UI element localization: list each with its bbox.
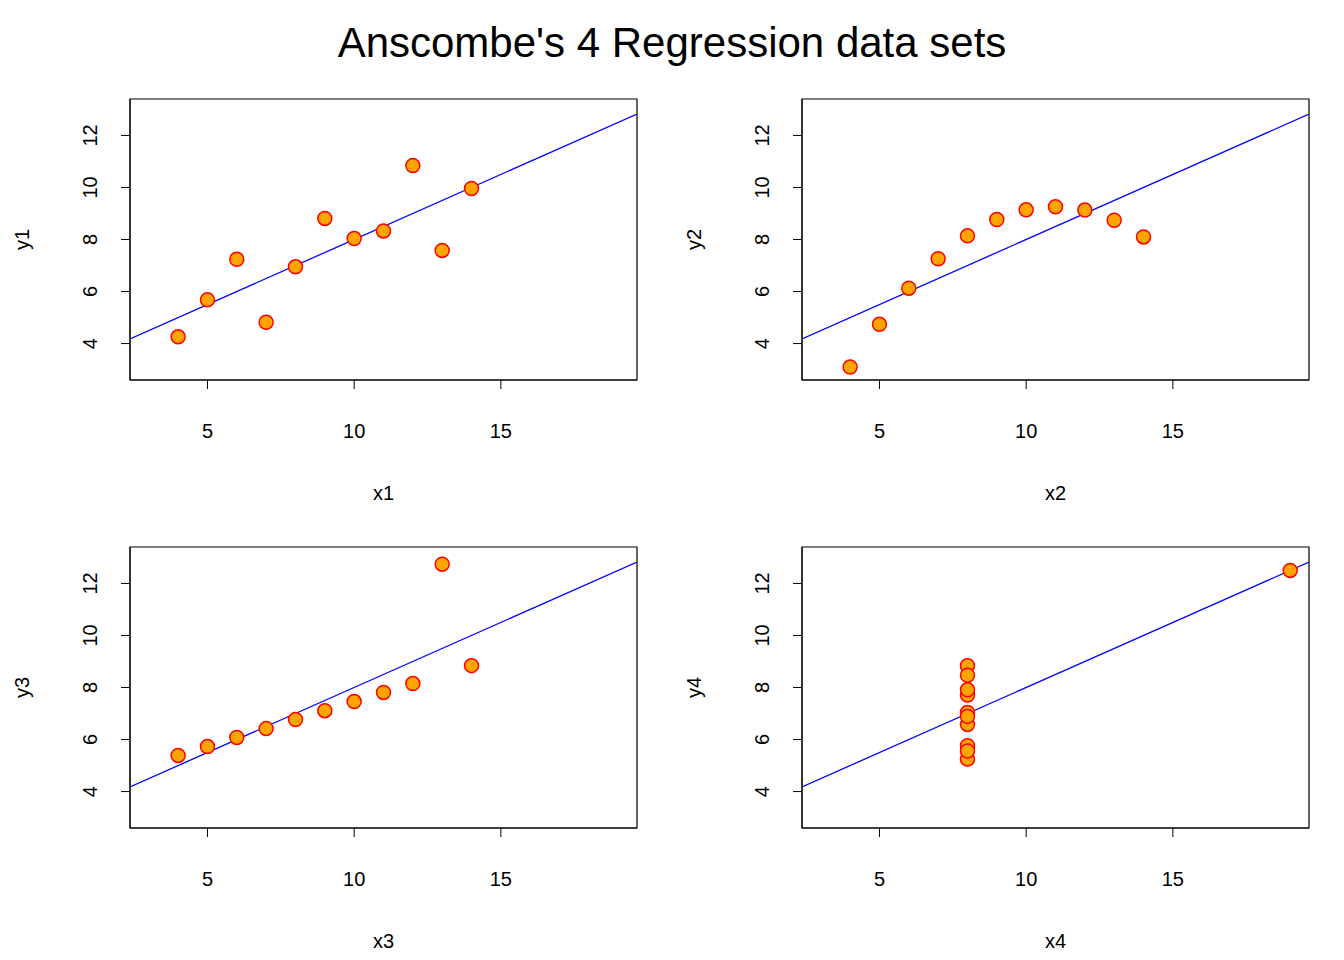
svg-text:5: 5 [202,420,213,442]
svg-text:10: 10 [79,624,101,646]
svg-text:12: 12 [79,124,101,146]
svg-text:15: 15 [490,420,512,442]
svg-text:x1: x1 [373,482,394,504]
svg-text:x4: x4 [1045,930,1066,952]
svg-text:15: 15 [490,868,512,890]
svg-text:6: 6 [751,286,773,297]
svg-text:8: 8 [79,234,101,245]
svg-text:x2: x2 [1045,482,1066,504]
svg-text:y3: y3 [11,677,33,698]
svg-text:6: 6 [79,734,101,745]
svg-text:5: 5 [202,868,213,890]
svg-text:12: 12 [751,124,773,146]
svg-text:10: 10 [751,624,773,646]
svg-text:y2: y2 [683,229,705,250]
svg-text:10: 10 [751,176,773,198]
svg-text:x3: x3 [373,930,394,952]
svg-text:8: 8 [751,682,773,693]
svg-text:8: 8 [751,234,773,245]
svg-text:5: 5 [874,420,885,442]
svg-text:5: 5 [874,868,885,890]
svg-text:10: 10 [343,420,365,442]
svg-text:6: 6 [79,286,101,297]
svg-text:4: 4 [751,338,773,349]
svg-text:10: 10 [79,176,101,198]
svg-text:15: 15 [1162,420,1184,442]
svg-text:12: 12 [79,572,101,594]
svg-text:4: 4 [79,786,101,797]
svg-text:10: 10 [1015,420,1037,442]
svg-text:15: 15 [1162,868,1184,890]
svg-text:y4: y4 [683,677,705,698]
svg-text:10: 10 [343,868,365,890]
svg-text:10: 10 [1015,868,1037,890]
svg-text:8: 8 [79,682,101,693]
svg-text:y1: y1 [11,229,33,250]
svg-text:6: 6 [751,734,773,745]
svg-text:Anscombe's 4 Regression data s: Anscombe's 4 Regression data sets [338,19,1007,66]
svg-text:12: 12 [751,572,773,594]
svg-text:4: 4 [751,786,773,797]
svg-text:4: 4 [79,338,101,349]
